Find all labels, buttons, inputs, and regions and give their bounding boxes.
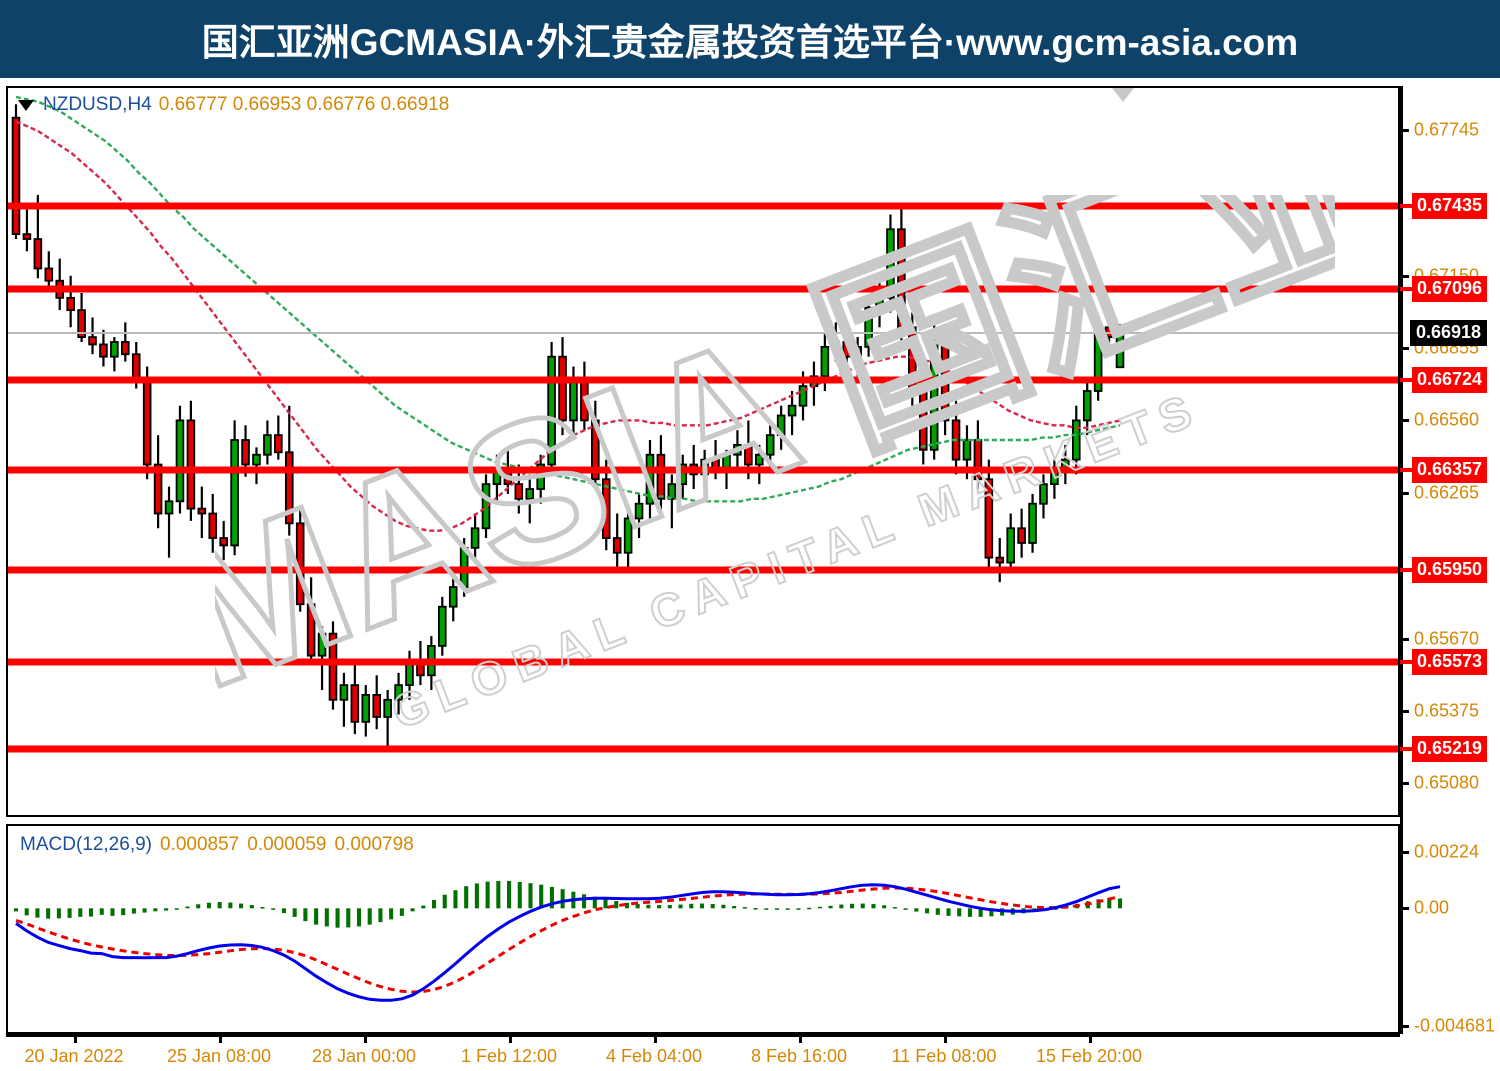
level-price-tag[interactable]: 0.65219 — [1412, 736, 1488, 763]
axis-tick-label: 0.66560 — [1414, 409, 1480, 430]
level-tag-stub — [1400, 287, 1412, 292]
time-axis-tick — [364, 1034, 367, 1043]
level-line[interactable] — [8, 202, 1398, 210]
axis-tick — [1400, 709, 1409, 713]
price-axis[interactable]: 0.677450.671500.668550.665600.662650.656… — [1400, 86, 1500, 1036]
symbol-info-bar: NZDUSD,H4 0.66777 0.66953 0.66776 0.6691… — [18, 94, 449, 116]
time-axis-tick — [654, 1034, 657, 1043]
level-line[interactable] — [8, 466, 1398, 474]
price-chart-panel[interactable]: NZDUSD,H4 0.66777 0.66953 0.66776 0.6691… — [6, 86, 1400, 817]
macd-value-1: 0.000857 — [160, 834, 240, 855]
macd-value-2: 0.000059 — [247, 834, 327, 855]
time-axis-tick — [944, 1034, 947, 1043]
price-plot — [11, 95, 1125, 747]
time-axis-tick — [799, 1034, 802, 1043]
time-axis-spine — [6, 1034, 1400, 1037]
axis-tick — [1400, 419, 1409, 423]
chart-drop-marker-icon[interactable] — [1112, 88, 1134, 102]
level-line[interactable] — [8, 376, 1398, 384]
axis-tick — [1400, 491, 1409, 495]
level-price-tag[interactable]: 0.67435 — [1412, 192, 1488, 219]
axis-spine — [1400, 86, 1403, 1034]
current-price-tag: 0.66918 — [1410, 319, 1488, 346]
macd-plot — [13, 880, 1123, 1002]
macd-value-3: 0.000798 — [334, 834, 414, 855]
axis-tick-label: 0.66265 — [1414, 482, 1480, 503]
time-axis-label: 11 Feb 08:00 — [891, 1046, 997, 1066]
axis-tick-label: 0.65375 — [1414, 700, 1480, 721]
collapse-triangle-icon[interactable] — [18, 99, 34, 111]
axis-tick — [1400, 274, 1409, 278]
time-axis-label: 28 Jan 00:00 — [311, 1046, 417, 1066]
macd-indicator-panel[interactable]: MACD(12,26,9) 0.000857 0.000059 0.000798 — [6, 824, 1400, 1034]
macd-axis-label: 0.00 — [1414, 897, 1450, 918]
macd-info-bar: MACD(12,26,9) 0.000857 0.000059 0.000798 — [20, 834, 414, 856]
time-axis-tick — [1089, 1034, 1092, 1043]
macd-axis-label: -0.004681 — [1414, 1015, 1496, 1036]
axis-tick-label: 0.65080 — [1414, 772, 1480, 793]
level-price-tag[interactable]: 0.65573 — [1412, 649, 1488, 676]
level-price-tag[interactable]: 0.66357 — [1412, 457, 1488, 484]
time-axis-tick — [219, 1034, 222, 1043]
current-price-line — [8, 331, 1398, 334]
time-axis-label: 20 Jan 2022 — [24, 1046, 124, 1066]
macd-axis-tick — [1400, 1025, 1409, 1028]
time-axis-label: 1 Feb 12:00 — [460, 1046, 558, 1066]
level-tag-stub — [1400, 747, 1412, 752]
time-axis-label: 25 Jan 08:00 — [166, 1046, 272, 1066]
axis-tick — [1400, 128, 1409, 132]
symbol-label: NZDUSD,H4 — [43, 94, 152, 115]
level-line[interactable] — [8, 285, 1398, 293]
level-tag-stub — [1400, 567, 1412, 572]
level-line[interactable] — [8, 658, 1398, 666]
level-line[interactable] — [8, 745, 1398, 753]
level-tag-stub — [1400, 203, 1412, 208]
level-tag-stub — [1400, 660, 1412, 665]
level-tag-stub — [1400, 468, 1412, 473]
macd-axis-label: 0.00224 — [1414, 841, 1480, 862]
level-price-tag[interactable]: 0.65950 — [1412, 556, 1488, 583]
level-tag-stub — [1400, 378, 1412, 383]
level-line[interactable] — [8, 566, 1398, 574]
time-axis: 20 Jan 2022 25 Jan 08:00 28 Jan 00:00 1 Feb… — [6, 1034, 1400, 1071]
brand-banner: 国汇亚洲GCMASIA·外汇贵金属投资首选平台·www.gcm-asia.com — [0, 0, 1500, 78]
macd-axis-tick — [1400, 851, 1409, 854]
banner-title: 国汇亚洲GCMASIA·外汇贵金属投资首选平台·www.gcm-asia.com — [201, 22, 1299, 63]
axis-tick — [1400, 347, 1409, 351]
time-axis-tick — [74, 1034, 77, 1043]
macd-axis-tick — [1400, 907, 1409, 911]
axis-tick — [1400, 637, 1409, 641]
time-axis-label: 4 Feb 04:00 — [605, 1046, 703, 1066]
ohlc-values: 0.66777 0.66953 0.66776 0.66918 — [158, 94, 450, 115]
macd-name: MACD(12,26,9) — [20, 834, 152, 855]
level-price-tag[interactable]: 0.66724 — [1412, 367, 1488, 394]
time-axis-tick — [509, 1034, 512, 1043]
time-axis-label: 15 Feb 20:00 — [1035, 1046, 1143, 1066]
axis-tick-label: 0.65670 — [1414, 628, 1480, 649]
axis-tick — [1400, 782, 1409, 786]
axis-tick-label: 0.67745 — [1414, 119, 1480, 140]
level-price-tag[interactable]: 0.67096 — [1412, 276, 1488, 303]
time-axis-label: 8 Feb 16:00 — [750, 1046, 848, 1066]
